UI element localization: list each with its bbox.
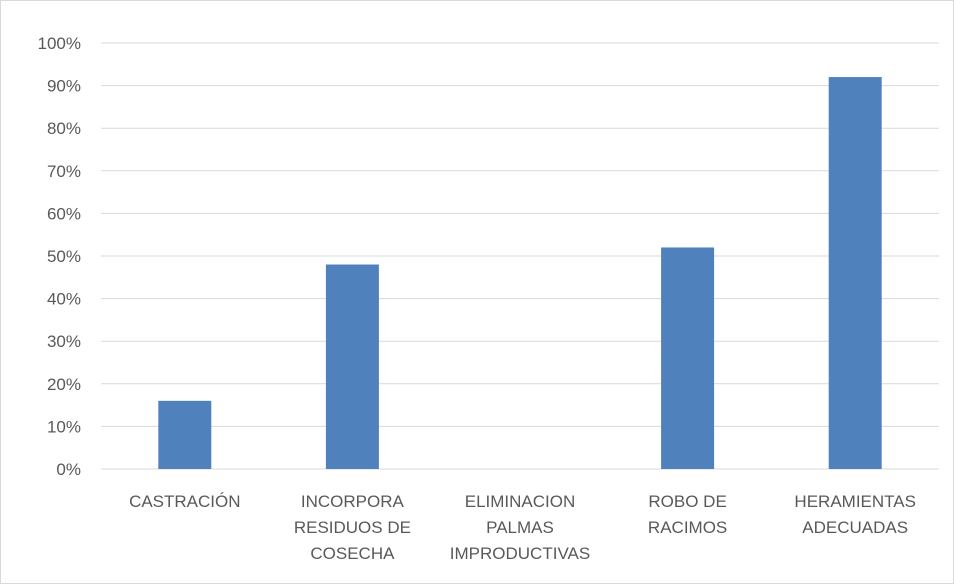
- x-category-label: ROBO DE RACIMOS: [648, 492, 727, 537]
- y-tick-label: 40%: [47, 290, 81, 309]
- x-category-label: CASTRACIÓN: [129, 492, 240, 511]
- bar: [325, 264, 379, 469]
- y-tick-label: 0%: [56, 460, 81, 479]
- x-category-label: HERAMIENTAS ADECUADAS: [794, 492, 916, 537]
- y-tick-label: 10%: [47, 417, 81, 436]
- bar: [158, 400, 212, 469]
- x-axis-labels: CASTRACIÓN INCORPORA RESIDUOS DE COSECHA ELI…: [129, 492, 916, 563]
- y-tick-label: 50%: [47, 247, 81, 266]
- y-tick-label: 70%: [47, 162, 81, 181]
- y-tick-label: 80%: [47, 119, 81, 138]
- y-tick-label: 90%: [47, 77, 81, 96]
- x-category-label: ELIMINACION PALMAS IMPRODUCTIVAS: [450, 492, 590, 563]
- y-tick-label: 30%: [47, 332, 81, 351]
- gridlines: [101, 42, 939, 470]
- bar: [828, 77, 882, 469]
- bars: [158, 77, 882, 469]
- bar: [661, 247, 715, 469]
- y-axis-ticks: 0% 10% 20% 30% 40% 50% 60% 70% 80% 90% 100%: [38, 34, 81, 479]
- y-tick-label: 60%: [47, 204, 81, 223]
- y-tick-label: 100%: [38, 34, 81, 53]
- x-category-label: INCORPORA RESIDUOS DE COSECHA: [294, 492, 411, 563]
- y-tick-label: 20%: [47, 375, 81, 394]
